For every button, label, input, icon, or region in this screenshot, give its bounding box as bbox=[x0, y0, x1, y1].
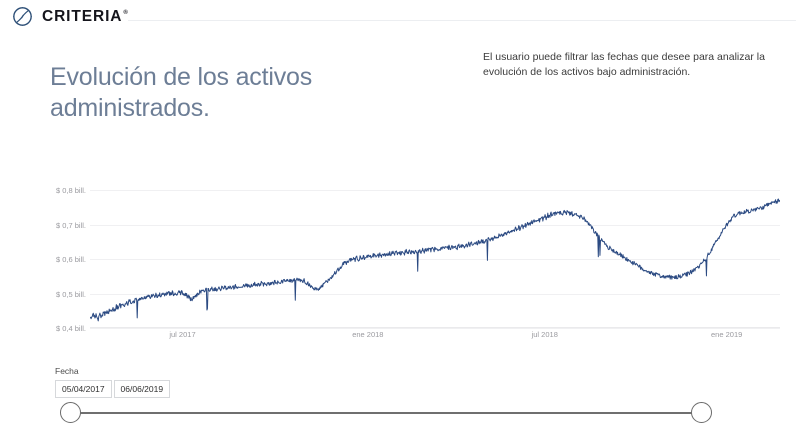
date-to-input[interactable]: 06/06/2019 bbox=[113, 380, 171, 398]
header-divider bbox=[128, 20, 796, 21]
page-title: Evolución de los activos administrados. bbox=[50, 63, 313, 122]
criteria-swirl-icon bbox=[13, 7, 32, 26]
chart-plot-area[interactable] bbox=[90, 190, 780, 329]
x-tick-label: ene 2019 bbox=[711, 330, 743, 339]
app-header: CRITERIA® bbox=[0, 0, 800, 34]
date-filter: Fecha 05/04/2017 06/06/2019 bbox=[55, 366, 755, 398]
assets-evolution-chart: $ 0,8 bill. $ 0,7 bill. $ 0,6 bill. $ 0,5 b… bbox=[0, 178, 800, 339]
brand-logo[interactable]: CRITERIA® bbox=[12, 6, 129, 27]
trademark-symbol: ® bbox=[123, 10, 129, 17]
brand-name: CRITERIA® bbox=[42, 7, 129, 25]
gridline bbox=[90, 190, 780, 191]
date-filter-label: Fecha bbox=[55, 366, 79, 376]
date-inputs-row: 05/04/2017 06/06/2019 bbox=[55, 380, 755, 398]
x-tick-label: jul 2017 bbox=[169, 330, 196, 339]
chart-x-axis bbox=[90, 327, 780, 328]
x-tick-label: ene 2018 bbox=[352, 330, 384, 339]
series-line-path bbox=[90, 199, 780, 321]
gridline bbox=[90, 328, 780, 329]
x-tick-label: jul 2018 bbox=[531, 330, 558, 339]
page-description: El usuario puede filtrar las fechas que … bbox=[483, 51, 765, 78]
range-slider-handle-left[interactable] bbox=[60, 402, 81, 423]
y-tick-label: $ 0,6 bill. bbox=[55, 255, 86, 264]
gridline bbox=[90, 224, 780, 226]
range-slider-track[interactable] bbox=[70, 412, 701, 414]
gridline bbox=[90, 259, 780, 260]
date-from-input[interactable]: 05/04/2017 bbox=[55, 380, 112, 398]
y-tick-label: $ 0,4 bill. bbox=[55, 324, 86, 333]
gridline bbox=[90, 293, 780, 295]
y-tick-label: $ 0,8 bill. bbox=[55, 186, 86, 195]
chart-line-series bbox=[90, 190, 780, 328]
range-slider-handle-right[interactable] bbox=[691, 402, 712, 423]
date-range-slider[interactable] bbox=[55, 402, 715, 424]
y-tick-label: $ 0,7 bill. bbox=[55, 220, 86, 230]
y-tick-label: $ 0,5 bill. bbox=[55, 289, 86, 299]
